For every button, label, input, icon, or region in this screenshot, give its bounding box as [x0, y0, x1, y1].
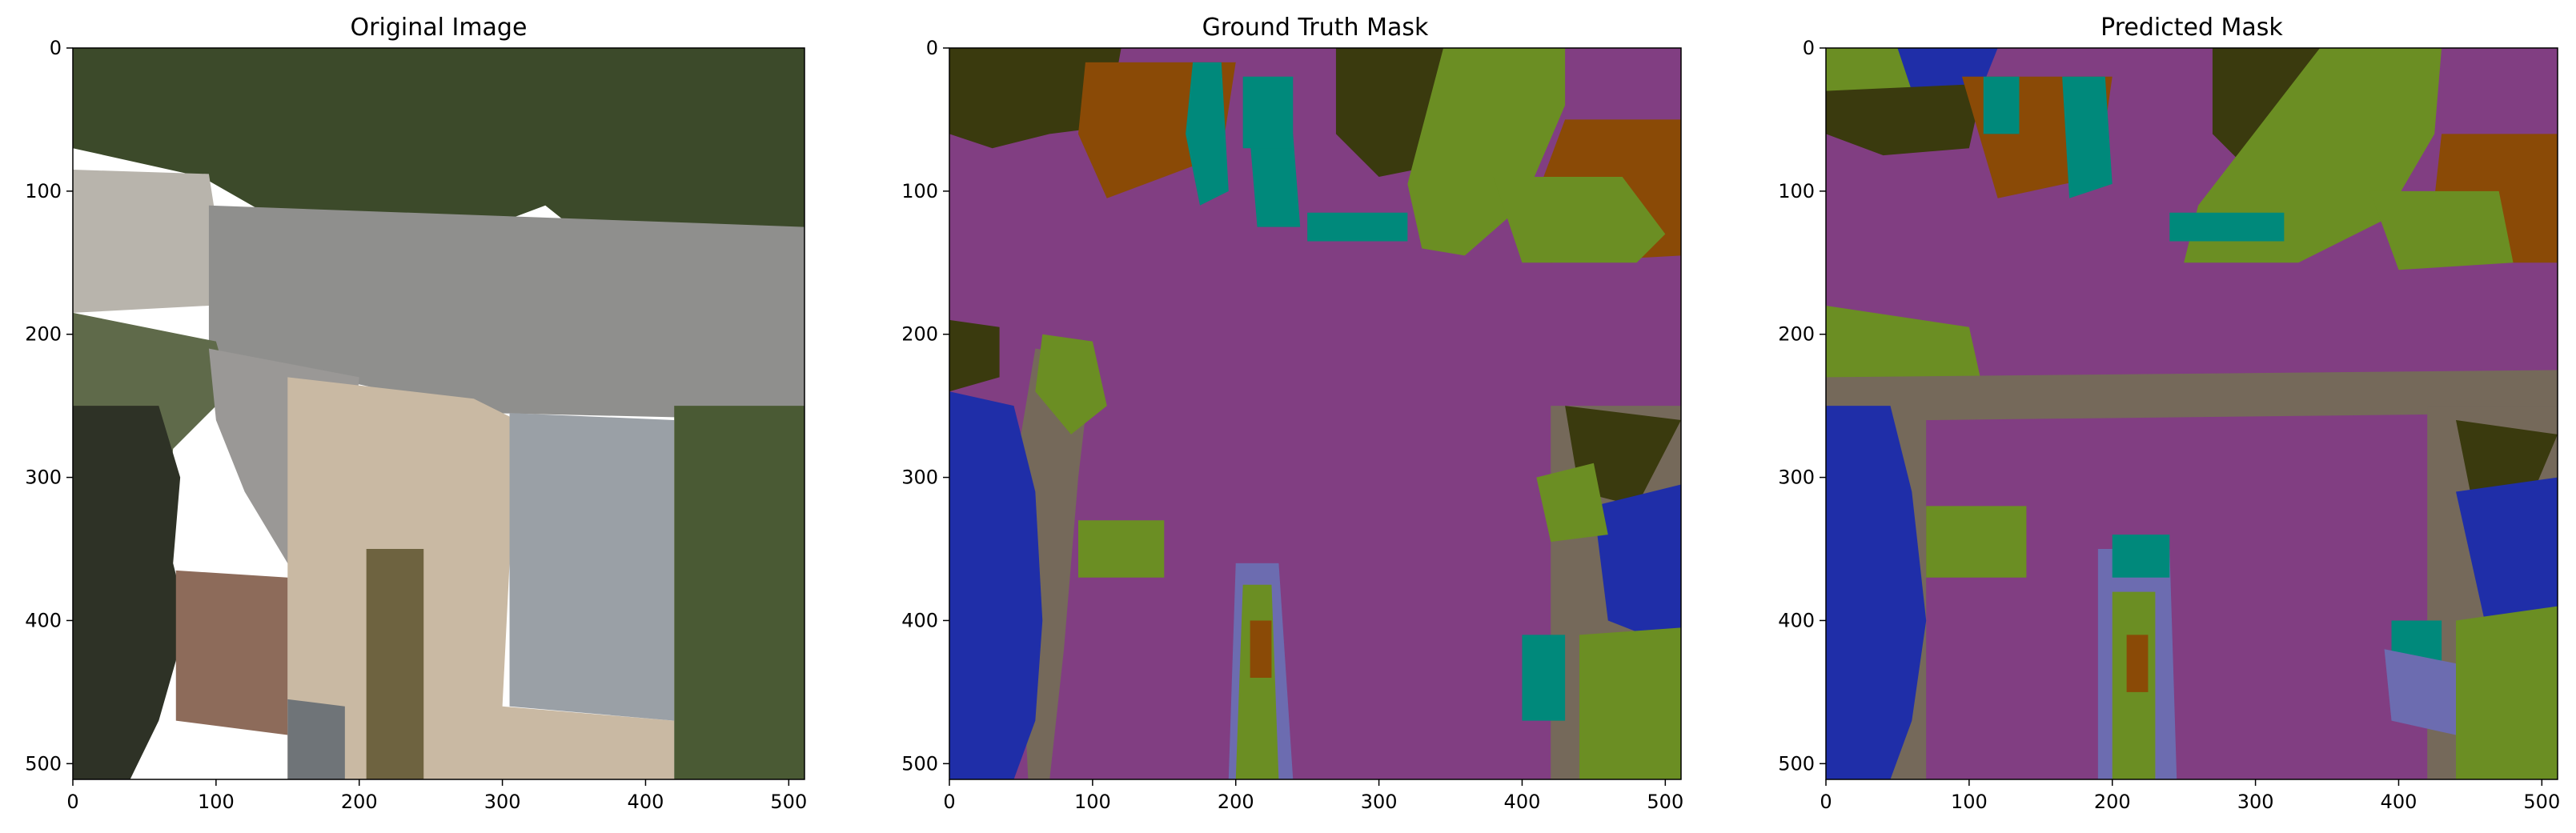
image-area: [73, 48, 804, 779]
region-dark-tree-top: [1826, 83, 1984, 156]
region-wood-deck: [175, 570, 288, 735]
region-teal-structure-3: [2169, 212, 2285, 242]
region-trees: [73, 48, 804, 263]
y-tick-label: 100: [25, 180, 62, 202]
x-tick-label: 0: [66, 791, 78, 813]
region-blue-water-right: [2456, 477, 2558, 635]
region-green-band-left: [1826, 305, 1984, 392]
region-green-bush-left: [1035, 334, 1107, 435]
region-teal-structure-3: [1307, 212, 1408, 242]
region-green-strip-center: [1235, 584, 1279, 779]
x-tick-label: 300: [1361, 791, 1398, 813]
x-tick-label: 400: [628, 791, 664, 813]
region-slate-path: [287, 699, 345, 779]
y-tick-label: 100: [901, 180, 938, 202]
y-tick-label: 100: [1778, 180, 1815, 202]
y-tick-label: 500: [25, 752, 62, 775]
region-brown-strip-center: [1250, 620, 1272, 679]
region-green-bush-mid: [1077, 520, 1165, 578]
y-tick-label: 500: [1778, 752, 1815, 775]
region-right-bushes: [674, 406, 804, 779]
x-tick-label: 100: [1951, 791, 1988, 813]
image-area: [949, 48, 1681, 779]
region-teal-structure-right: [1522, 635, 1566, 721]
plot-frame: [1825, 47, 2558, 780]
x-tick-label: 400: [1504, 791, 1541, 813]
region-dark-tree-top: [949, 48, 1121, 149]
chart-title-ground-truth: Ground Truth Mask: [1202, 14, 1429, 42]
panel-ground-truth: Ground Truth Mask 0 100 200 300 400 500010020…: [901, 14, 1683, 813]
region-teal-strip-center: [2112, 535, 2170, 578]
x-tick-label: 0: [1820, 791, 1832, 813]
y-tick-label: 0: [50, 37, 62, 59]
y-tick-label: 500: [901, 752, 938, 775]
y-tick-label: 0: [1803, 37, 1815, 59]
x-tick-label: 200: [2094, 791, 2131, 813]
x-tick-label: 200: [341, 791, 378, 813]
y-tick-label: 0: [926, 37, 938, 59]
region-green-bush-right: [2456, 606, 2558, 779]
x-tick-label: 300: [2237, 791, 2274, 813]
image-area: [1826, 48, 2558, 779]
region-blue-water-right: [1593, 484, 1681, 650]
region-dark-ground-left: [949, 319, 1000, 392]
region-teal-structure-4: [1242, 76, 1294, 149]
region-green-bush-right: [1579, 627, 1681, 779]
panel-original: Original Image 0 100 200 300 400 500010020030…: [25, 14, 807, 813]
chart-title-predicted: Predicted Mask: [2101, 14, 2283, 42]
x-tick-label: 0: [943, 791, 955, 813]
region-teal-structure-2: [1250, 134, 1301, 227]
x-tick-label: 100: [1074, 791, 1111, 813]
region-blue-water: [1826, 406, 1927, 779]
region-sidewalk: [73, 170, 216, 313]
region-green-tree-right: [2369, 190, 2514, 270]
y-tick-label: 400: [901, 609, 938, 631]
region-lawn-strip: [366, 549, 424, 779]
y-tick-label: 200: [1778, 323, 1815, 346]
x-tick-label: 500: [770, 791, 807, 813]
plot-frame: [949, 47, 1682, 780]
region-green-shrub-right: [1536, 463, 1608, 543]
y-tick-label: 300: [901, 467, 938, 489]
x-tick-label: 300: [484, 791, 521, 813]
region-pond: [73, 406, 188, 779]
panel-predicted: Predicted Mask 0 100 200 300 400 500010020030…: [1778, 14, 2560, 813]
y-tick-label: 400: [1778, 609, 1815, 631]
region-green-tree-mid: [1407, 48, 1566, 256]
x-tick-label: 500: [1647, 791, 1683, 813]
y-tick-label: 300: [25, 467, 62, 489]
x-tick-label: 200: [1218, 791, 1254, 813]
region-teal-structure-2: [2062, 76, 2113, 198]
region-blue-water: [949, 391, 1043, 779]
region-green-tree-right: [1493, 176, 1666, 263]
x-tick-label: 100: [198, 791, 235, 813]
y-tick-label: 200: [901, 323, 938, 346]
region-brown-strip-center: [2126, 635, 2149, 692]
chart-title-original: Original Image: [351, 14, 528, 42]
y-tick-label: 300: [1778, 467, 1815, 489]
region-green-bush-mid: [1926, 506, 2027, 578]
region-road: [208, 205, 804, 421]
x-tick-label: 500: [2523, 791, 2560, 813]
region-grey-blue-right: [2384, 649, 2457, 735]
region-teal-structure-1: [1983, 76, 2020, 134]
region-terrace: [509, 413, 675, 721]
x-tick-label: 400: [2381, 791, 2418, 813]
region-teal-structure-1: [1186, 62, 1229, 206]
plot-frame: [72, 47, 805, 780]
y-tick-label: 400: [25, 609, 62, 631]
y-tick-label: 200: [25, 323, 62, 346]
region-background-paved: [949, 48, 1681, 779]
